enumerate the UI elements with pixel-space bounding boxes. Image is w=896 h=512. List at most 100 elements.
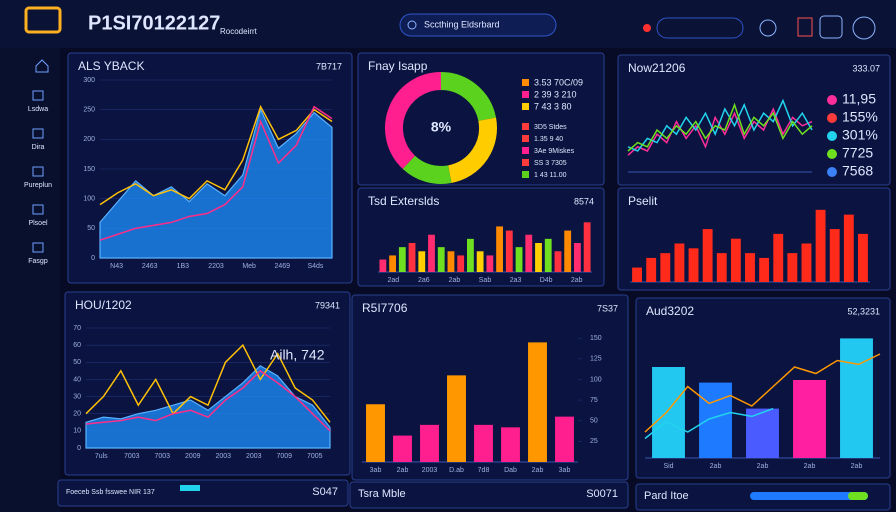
x-tick-label: 2009 xyxy=(185,453,201,460)
x-tick-label: D.ab xyxy=(449,467,464,474)
bar xyxy=(840,338,873,458)
legend-value: 301% xyxy=(842,127,878,143)
y-tick-label: 0 xyxy=(91,255,95,262)
footer-strip xyxy=(349,481,629,509)
x-tick-label: 2003 xyxy=(246,453,262,460)
legend-swatch xyxy=(522,147,529,154)
area xyxy=(99,107,333,259)
bar xyxy=(688,248,699,282)
home-icon[interactable] xyxy=(35,59,49,73)
x-tick-label: 2203 xyxy=(208,263,224,270)
legend-value: 155% xyxy=(842,109,878,125)
y-tick-label: 200 xyxy=(83,136,95,143)
panel-badge: 333.07 xyxy=(852,63,880,73)
x-tick-label: Sid xyxy=(663,463,673,470)
line xyxy=(99,105,333,241)
logo xyxy=(24,6,62,34)
alert-icon[interactable] xyxy=(797,17,813,37)
x-tick-label: 2469 xyxy=(274,263,290,270)
bar xyxy=(379,259,387,272)
x-tick-label: 7009 xyxy=(276,453,292,460)
x-tick-label: 2ad xyxy=(387,277,399,284)
globe-icon[interactable] xyxy=(759,19,777,37)
y-tick-label: 25 xyxy=(590,438,598,445)
sidebar-icon[interactable] xyxy=(32,166,44,177)
bar xyxy=(554,251,562,272)
mail-icon[interactable] xyxy=(819,15,843,39)
sidebar-label[interactable]: Fasgp xyxy=(28,258,48,265)
line xyxy=(627,102,813,152)
bar xyxy=(773,233,784,282)
bar xyxy=(457,255,465,272)
search-box[interactable] xyxy=(399,13,557,37)
sidebar xyxy=(0,48,60,512)
panel-badge: 79341 xyxy=(315,300,340,310)
x-tick-label: S4ds xyxy=(307,263,323,270)
date-picker[interactable] xyxy=(656,17,744,39)
sidebar-label[interactable]: Lsdwa xyxy=(28,106,48,113)
bar xyxy=(674,243,685,282)
legend-swatch xyxy=(522,79,529,86)
bar xyxy=(632,267,642,282)
sidebar-icon[interactable] xyxy=(32,90,44,101)
legend-swatch xyxy=(522,135,529,142)
x-tick-label: 2ab xyxy=(571,277,583,284)
donut-segment xyxy=(440,72,497,122)
donut-segment xyxy=(402,155,452,184)
line xyxy=(627,98,813,152)
bar xyxy=(829,229,840,282)
bar xyxy=(408,243,416,272)
footer-text: Foeceb Ssb fsswee NIR 137 xyxy=(66,489,155,496)
bar xyxy=(646,257,657,282)
bar xyxy=(389,255,396,272)
panel-title: Aud3202 xyxy=(646,304,694,318)
sidebar-icon[interactable] xyxy=(32,128,44,139)
sidebar-icon[interactable] xyxy=(32,242,44,253)
bar xyxy=(843,214,854,282)
profile-icon[interactable] xyxy=(852,16,876,40)
sidebar-label[interactable]: Pureplun xyxy=(24,182,52,189)
y-tick-label: 50 xyxy=(73,359,81,366)
sidebar-icon[interactable] xyxy=(32,204,44,215)
bar xyxy=(501,427,520,462)
bar xyxy=(447,375,466,462)
bar xyxy=(398,247,406,272)
bar xyxy=(437,247,445,272)
sidebar-label[interactable]: Plsoel xyxy=(28,220,48,227)
bar xyxy=(428,234,435,272)
bar xyxy=(652,367,685,458)
footer-value: S047 xyxy=(312,486,338,498)
legend-label: 3Ae 9Miskes xyxy=(534,148,575,155)
bar xyxy=(393,435,412,462)
panel-title: Pselit xyxy=(628,194,658,208)
panel-badge: 7S37 xyxy=(597,303,618,313)
bar xyxy=(716,253,727,282)
x-tick-label: 7003 xyxy=(154,453,170,460)
bar xyxy=(474,424,493,462)
search-placeholder: Sccthing Eldsrbard xyxy=(424,19,500,29)
sidebar-label[interactable]: Dira xyxy=(32,144,45,151)
x-tick-label: Dab xyxy=(504,467,517,474)
x-tick-label: 2ab xyxy=(757,463,769,470)
bar xyxy=(793,380,826,458)
app-title: P1SI70122127 xyxy=(88,12,220,34)
y-tick-label: 0 xyxy=(77,445,81,452)
x-tick-label: 7005 xyxy=(307,453,323,460)
legend-swatch xyxy=(522,159,529,166)
line xyxy=(644,353,881,433)
line xyxy=(85,343,331,423)
y-tick-label: 50 xyxy=(590,418,598,425)
legend-label: 7 43 3 80 xyxy=(534,101,572,111)
search-icon xyxy=(407,20,417,30)
x-tick-label: 7uls xyxy=(95,453,108,460)
bar xyxy=(420,424,439,462)
y-tick-label: 300 xyxy=(83,77,95,84)
y-tick-label: 100 xyxy=(590,376,602,383)
legend-value: 11,95 xyxy=(842,91,876,107)
x-tick-label: Meb xyxy=(242,263,256,270)
footer-value: S0071 xyxy=(586,488,618,500)
legend-dot xyxy=(827,95,837,105)
y-tick-label: 75 xyxy=(590,397,598,404)
legend-label: 3D5 Stdes xyxy=(534,124,567,131)
